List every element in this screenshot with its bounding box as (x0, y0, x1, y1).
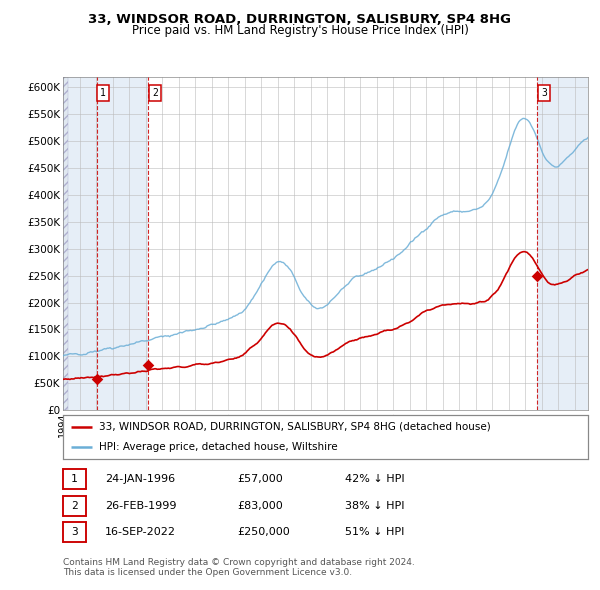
Text: 1: 1 (100, 88, 106, 98)
Text: £57,000: £57,000 (237, 474, 283, 484)
Text: Contains HM Land Registry data © Crown copyright and database right 2024.
This d: Contains HM Land Registry data © Crown c… (63, 558, 415, 577)
Text: 2: 2 (71, 501, 78, 510)
Point (143, 360, 153, 370)
Text: 51% ↓ HPI: 51% ↓ HPI (345, 527, 404, 537)
Bar (63, 77, 97, 410)
Text: HPI: Average price, detached house, Wiltshire: HPI: Average price, detached house, Wilt… (98, 442, 337, 452)
Text: £250,000: £250,000 (237, 527, 290, 537)
Text: 16-SEP-2022: 16-SEP-2022 (105, 527, 176, 537)
Text: Price paid vs. HM Land Registry's House Price Index (HPI): Price paid vs. HM Land Registry's House … (131, 24, 469, 37)
Text: 33, WINDSOR ROAD, DURRINGTON, SALISBURY, SP4 8HG: 33, WINDSOR ROAD, DURRINGTON, SALISBURY,… (89, 13, 511, 26)
Bar (63, 77, 68, 410)
Text: £83,000: £83,000 (237, 501, 283, 510)
Text: 26-FEB-1999: 26-FEB-1999 (105, 501, 176, 510)
Text: 2: 2 (152, 88, 158, 98)
Bar (97, 77, 148, 410)
Text: 33, WINDSOR ROAD, DURRINGTON, SALISBURY, SP4 8HG (detached house): 33, WINDSOR ROAD, DURRINGTON, SALISBURY,… (98, 422, 490, 432)
Text: 24-JAN-1996: 24-JAN-1996 (105, 474, 175, 484)
Text: 42% ↓ HPI: 42% ↓ HPI (345, 474, 404, 484)
Point (92, 375, 102, 384)
Point (532, 271, 542, 280)
Text: 3: 3 (541, 88, 547, 98)
Bar (537, 77, 588, 410)
Text: 3: 3 (71, 527, 78, 537)
Text: 38% ↓ HPI: 38% ↓ HPI (345, 501, 404, 510)
Text: 1: 1 (71, 474, 78, 484)
